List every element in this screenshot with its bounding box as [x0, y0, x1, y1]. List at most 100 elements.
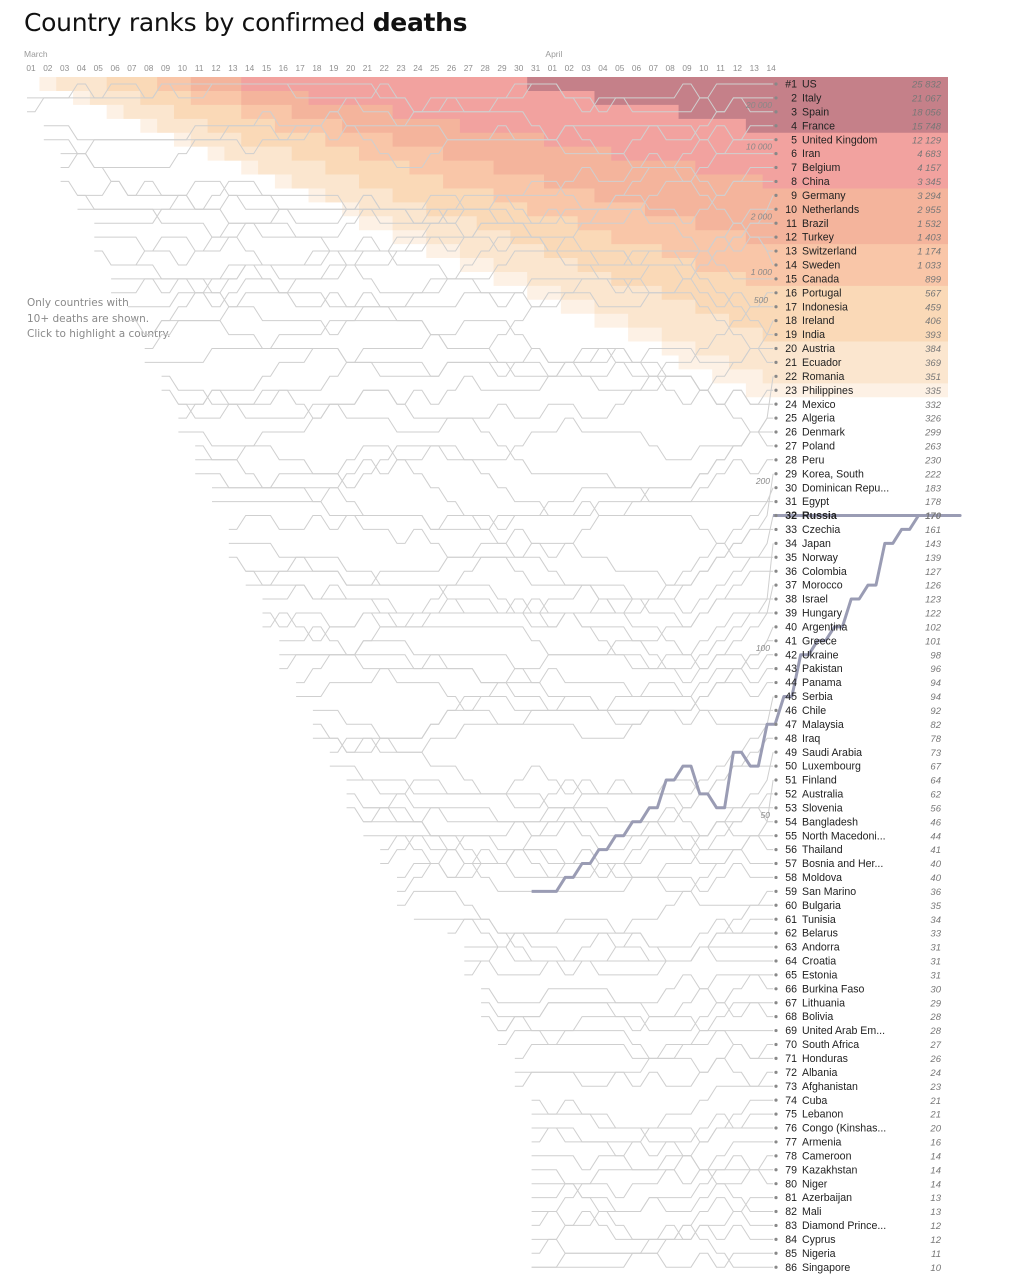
country-name[interactable]: Peru — [802, 454, 824, 466]
country-name[interactable]: Hungary — [802, 608, 843, 620]
country-name[interactable]: Argentina — [802, 621, 847, 633]
rank-number: 49 — [785, 747, 797, 759]
country-name[interactable]: Luxembourg — [802, 761, 861, 773]
country-name[interactable]: Brazil — [802, 218, 829, 230]
country-name[interactable]: Albania — [802, 1067, 837, 1079]
country-name[interactable]: Bosnia and Her... — [802, 858, 883, 870]
country-name[interactable]: Sweden — [802, 260, 840, 272]
country-name[interactable]: Ecuador — [802, 357, 842, 369]
country-name[interactable]: Tunisia — [802, 914, 836, 926]
country-name[interactable]: Andorra — [802, 942, 840, 954]
country-name[interactable]: Honduras — [802, 1053, 848, 1065]
deaths-value: 326 — [925, 414, 942, 425]
rank-number: 12 — [785, 232, 797, 244]
country-name[interactable]: Estonia — [802, 969, 837, 981]
country-name[interactable]: Australia — [802, 789, 843, 801]
country-name[interactable]: Egypt — [802, 496, 829, 508]
country-name[interactable]: China — [802, 176, 830, 188]
country-name[interactable]: Congo (Kinshas... — [802, 1123, 886, 1135]
country-name[interactable]: Bulgaria — [802, 900, 841, 912]
deaths-value: 62 — [930, 790, 941, 801]
country-name[interactable]: Dominican Repu... — [802, 482, 889, 494]
country-name[interactable]: Japan — [802, 538, 831, 550]
country-name[interactable]: United Arab Em... — [802, 1025, 885, 1037]
country-name[interactable]: Croatia — [802, 956, 836, 968]
country-name[interactable]: Spain — [802, 106, 829, 118]
country-name[interactable]: South Africa — [802, 1039, 859, 1051]
country-name[interactable]: Bolivia — [802, 1011, 833, 1023]
country-name[interactable]: Denmark — [802, 427, 846, 439]
country-name[interactable]: US — [802, 79, 817, 91]
country-name[interactable]: Morocco — [802, 580, 843, 592]
country-name[interactable]: Lithuania — [802, 997, 845, 1009]
rank-dot — [774, 611, 778, 615]
country-name[interactable]: Romania — [802, 371, 845, 383]
country-name[interactable]: Israel — [802, 594, 828, 606]
country-name[interactable]: Turkey — [802, 232, 835, 244]
rank-dot — [774, 486, 778, 490]
country-name[interactable]: Cameroon — [802, 1150, 852, 1162]
country-name[interactable]: Afghanistan — [802, 1081, 858, 1093]
rank-dot — [774, 945, 778, 949]
country-name[interactable]: Belgium — [802, 162, 840, 174]
country-name[interactable]: Iraq — [802, 733, 820, 745]
country-name[interactable]: Greece — [802, 635, 837, 647]
country-name[interactable]: Moldova — [802, 872, 842, 884]
country-name[interactable]: Czechia — [802, 524, 840, 536]
country-name[interactable]: Italy — [802, 93, 822, 105]
country-name[interactable]: Saudi Arabia — [802, 747, 862, 759]
country-name[interactable]: Poland — [802, 441, 835, 453]
country-name[interactable]: Bangladesh — [802, 816, 858, 828]
country-name[interactable]: Switzerland — [802, 246, 857, 258]
country-name[interactable]: Philippines — [802, 385, 853, 397]
country-name[interactable]: Thailand — [802, 844, 843, 856]
country-name[interactable]: Malaysia — [802, 719, 844, 731]
country-name[interactable]: Ireland — [802, 315, 834, 327]
country-name[interactable]: France — [802, 120, 835, 132]
country-name[interactable]: Slovenia — [802, 802, 843, 814]
country-name[interactable]: Russia — [802, 510, 837, 522]
country-name[interactable]: Korea, South — [802, 468, 864, 480]
country-name[interactable]: Cyprus — [802, 1234, 836, 1246]
country-name[interactable]: Colombia — [802, 566, 847, 578]
deaths-value: 222 — [924, 469, 942, 480]
country-name[interactable]: Kazakhstan — [802, 1164, 857, 1176]
country-name[interactable]: Netherlands — [802, 204, 859, 216]
country-name[interactable]: Singapore — [802, 1262, 850, 1274]
country-name[interactable]: Germany — [802, 190, 846, 202]
country-name[interactable]: Portugal — [802, 287, 841, 299]
country-name[interactable]: Chile — [802, 705, 826, 717]
country-name[interactable]: North Macedoni... — [802, 830, 886, 842]
country-name[interactable]: Mexico — [802, 399, 836, 411]
country-name[interactable]: Iran — [802, 148, 820, 160]
day-tick-label: 01 — [548, 63, 558, 73]
rank-dot — [774, 583, 778, 587]
country-name[interactable]: Norway — [802, 552, 839, 564]
country-name[interactable]: Canada — [802, 273, 839, 285]
country-name[interactable]: Armenia — [802, 1137, 842, 1149]
country-name[interactable]: Finland — [802, 775, 837, 787]
rank-line — [531, 1127, 774, 1157]
country-name[interactable]: Diamond Prince... — [802, 1220, 886, 1232]
rank-line — [531, 1211, 774, 1254]
country-name[interactable]: Mali — [802, 1206, 821, 1218]
country-name[interactable]: Burkina Faso — [802, 983, 865, 995]
country-name[interactable]: Azerbaijan — [802, 1192, 852, 1204]
country-name[interactable]: Algeria — [802, 413, 835, 425]
country-name[interactable]: India — [802, 329, 825, 341]
rank-number: 44 — [785, 677, 797, 689]
country-name[interactable]: Niger — [802, 1178, 828, 1190]
country-name[interactable]: Nigeria — [802, 1248, 836, 1260]
country-name[interactable]: San Marino — [802, 886, 856, 898]
country-name[interactable]: Pakistan — [802, 663, 843, 675]
country-name[interactable]: Panama — [802, 677, 842, 689]
country-name[interactable]: United Kingdom — [802, 134, 878, 146]
country-name[interactable]: Lebanon — [802, 1109, 843, 1121]
country-name[interactable]: Ukraine — [802, 649, 839, 661]
country-name[interactable]: Cuba — [802, 1095, 827, 1107]
country-name[interactable]: Belarus — [802, 928, 838, 940]
country-name[interactable]: Indonesia — [802, 301, 848, 313]
country-name[interactable]: Austria — [802, 343, 835, 355]
rank-number: 27 — [785, 441, 797, 453]
country-name[interactable]: Serbia — [802, 691, 833, 703]
